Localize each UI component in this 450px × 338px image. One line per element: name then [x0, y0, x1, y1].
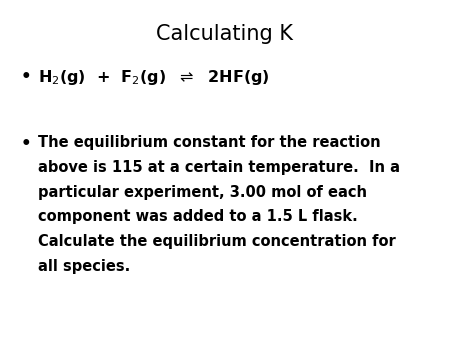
Text: above is 115 at a certain temperature.  In a: above is 115 at a certain temperature. I… [38, 160, 400, 175]
Text: •: • [20, 135, 31, 153]
Text: The equilibrium constant for the reaction: The equilibrium constant for the reactio… [38, 135, 381, 150]
Text: particular experiment, 3.00 mol of each: particular experiment, 3.00 mol of each [38, 185, 367, 199]
Text: Calculating K: Calculating K [157, 24, 293, 44]
Text: all species.: all species. [38, 259, 130, 273]
Text: •: • [20, 68, 31, 86]
Text: Calculate the equilibrium concentration for: Calculate the equilibrium concentration … [38, 234, 396, 249]
Text: H$_2$(g)  +  F$_2$(g)  $\rightleftharpoons$  2HF(g): H$_2$(g) + F$_2$(g) $\rightleftharpoons$… [38, 68, 270, 87]
Text: component was added to a 1.5 L flask.: component was added to a 1.5 L flask. [38, 209, 358, 224]
